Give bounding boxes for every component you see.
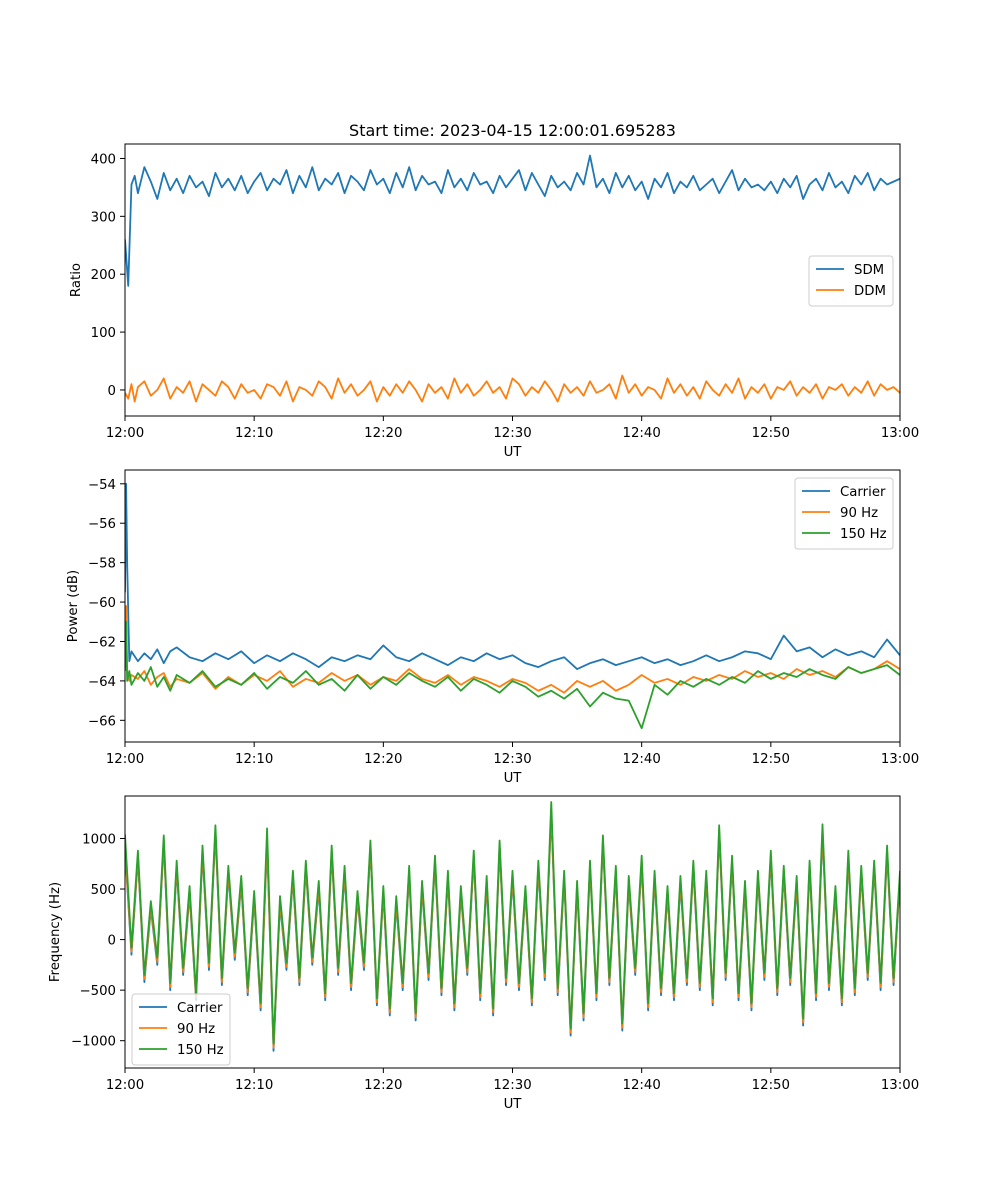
legend-box [794, 477, 894, 550]
series-line-90-hz [125, 605, 900, 694]
y-tick-label: 300 [91, 210, 116, 225]
series-line-150-hz [125, 801, 900, 1045]
series-line-sdm [125, 154, 900, 287]
x-tick-label: 12:40 [623, 426, 661, 441]
x-tick-label: 13:00 [881, 1078, 919, 1093]
x-tick-label: 12:40 [623, 1078, 661, 1093]
x-tick-label: 12:30 [493, 1078, 531, 1093]
plots-container: 12:00 12:10 12:20 12:30 12:40 12:50 13:00 0 100 2… [48, 121, 919, 1112]
y-tick-label: 200 [91, 268, 116, 283]
series-line-150-hz [125, 620, 900, 730]
x-tick-label: 12:10 [235, 426, 273, 441]
y-axis-label: Power (dB) [66, 570, 81, 642]
y-tick-label: −66 [88, 714, 116, 729]
x-tick-label: 12:50 [752, 1078, 790, 1093]
legend-label: 150 Hz [177, 1043, 224, 1058]
series-group [125, 154, 900, 403]
series-group [125, 482, 900, 730]
legend: SDM DDM [808, 255, 894, 307]
x-tick-label: 12:00 [106, 1078, 144, 1093]
y-axis-label: Frequency (Hz) [48, 882, 63, 982]
x-axis-label: UT [504, 1097, 523, 1112]
x-tick-label: 13:00 [881, 752, 919, 767]
x-tick-label: 12:10 [235, 1078, 273, 1093]
legend-box [131, 993, 231, 1066]
y-tick-label: −60 [88, 596, 116, 611]
series-line-ddm [125, 374, 900, 403]
y-tick-label: 1000 [82, 832, 116, 847]
y-tick-label: 100 [91, 326, 116, 341]
legend-label: 150 Hz [840, 527, 887, 542]
legend: Carrier 90 Hz 150 Hz [794, 477, 894, 550]
y-tick-label: −56 [88, 517, 116, 532]
x-tick-label: 12:50 [752, 426, 790, 441]
legend-label: DDM [854, 284, 886, 299]
x-tick-label: 13:00 [881, 426, 919, 441]
y-tick-label: −64 [88, 675, 116, 690]
legend: Carrier 90 Hz 150 Hz [131, 993, 231, 1066]
x-tick-label: 12:40 [623, 752, 661, 767]
x-tick-label: 12:30 [493, 426, 531, 441]
series-line-carrier [125, 482, 900, 670]
y-tick-label: −54 [88, 478, 116, 493]
x-tick-label: 12:20 [364, 426, 402, 441]
x-axis-label: UT [504, 445, 523, 460]
legend-label: Carrier [840, 485, 886, 500]
legend-label: Carrier [177, 1001, 223, 1016]
y-tick-label: 0 [108, 934, 116, 949]
chart-panel-2: 12:00 12:10 12:20 12:30 12:40 12:50 13:00 −66 −6… [66, 469, 919, 786]
x-tick-label: 12:30 [493, 752, 531, 767]
x-axis-label: UT [504, 771, 523, 786]
y-tick-label: −1000 [71, 1035, 116, 1050]
y-tick-label: 0 [108, 384, 116, 399]
chart-title: Start time: 2023-04-15 12:00:01.695283 [349, 121, 676, 140]
y-axis-label: Ratio [69, 263, 84, 297]
y-tick-label: −62 [88, 635, 116, 650]
x-tick-label: 12:20 [364, 1078, 402, 1093]
y-tick-label: −58 [88, 557, 116, 572]
x-tick-label: 12:00 [106, 752, 144, 767]
chart-panel-3: 12:00 12:10 12:20 12:30 12:40 12:50 13:00 −1000… [48, 795, 919, 1112]
series-group [125, 801, 900, 1052]
y-tick-label: −500 [79, 984, 116, 999]
y-tick-label: 400 [91, 152, 116, 167]
chart-panel-1: 12:00 12:10 12:20 12:30 12:40 12:50 13:00 0 100 2… [69, 121, 919, 460]
x-tick-label: 12:50 [752, 752, 790, 767]
legend-label: 90 Hz [840, 506, 878, 521]
legend-label: 90 Hz [177, 1022, 215, 1037]
y-tick-label: 500 [91, 883, 116, 898]
x-tick-label: 12:10 [235, 752, 273, 767]
x-tick-label: 12:20 [364, 752, 402, 767]
x-tick-label: 12:00 [106, 426, 144, 441]
legend-label: SDM [854, 263, 884, 278]
